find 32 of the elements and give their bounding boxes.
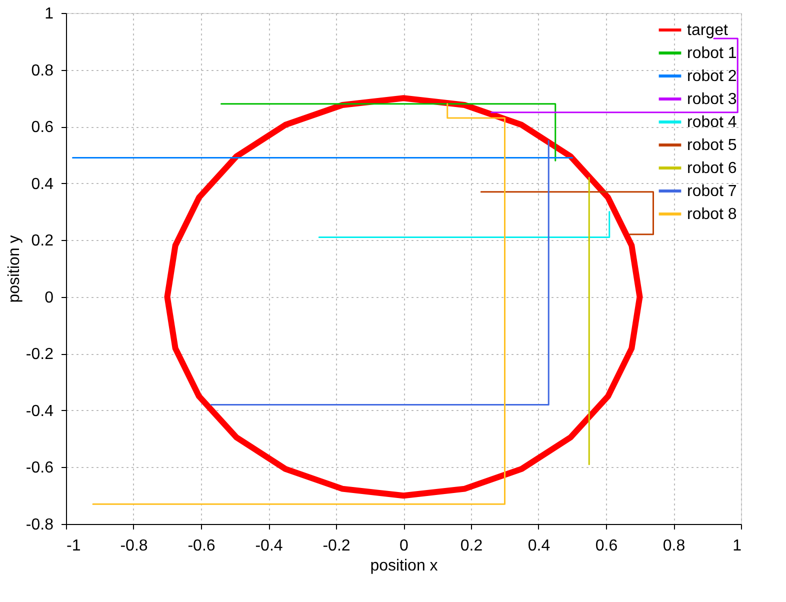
x-tick-label: 0.6 bbox=[595, 538, 618, 554]
legend-label: robot 7 bbox=[687, 183, 737, 200]
y-tick-label: 0.6 bbox=[31, 119, 54, 136]
y-tick-label: 0 bbox=[44, 289, 54, 306]
y-tick-label: 0.2 bbox=[31, 232, 54, 250]
y-tick-label: 0.4 bbox=[31, 176, 54, 193]
legend-label: robot 8 bbox=[687, 206, 737, 223]
legend-label: target bbox=[687, 22, 728, 39]
legend-label: robot 4 bbox=[687, 114, 737, 131]
x-tick-label: 0.2 bbox=[460, 538, 483, 554]
x-tick-label: -1 bbox=[66, 538, 81, 554]
y-tick-label: -0.4 bbox=[26, 402, 54, 420]
x-tick-label: -0.6 bbox=[188, 538, 216, 554]
legend-label: robot 1 bbox=[687, 45, 737, 62]
x-tick-label: 0 bbox=[400, 538, 409, 554]
x-tick-label: -0.2 bbox=[322, 538, 350, 554]
x-tick-label: 1 bbox=[732, 538, 742, 554]
y-tick-label: -0.2 bbox=[26, 346, 54, 364]
x-tick-label: -0.8 bbox=[120, 538, 148, 554]
legend-label: robot 3 bbox=[687, 91, 737, 108]
y-tick-label: 1 bbox=[44, 6, 54, 22]
y-tick-label: -0.6 bbox=[26, 460, 54, 477]
legend-label: robot 5 bbox=[687, 137, 737, 154]
legend-label: robot 2 bbox=[687, 68, 737, 85]
y-axis-title: position y bbox=[6, 235, 23, 303]
y-tick-label: 0.8 bbox=[31, 62, 54, 80]
x-tick-label: -0.4 bbox=[255, 538, 283, 554]
x-axis-title: position x bbox=[370, 558, 438, 574]
y-tick-label: -0.8 bbox=[26, 516, 54, 534]
x-tick-label: 0.4 bbox=[528, 538, 550, 554]
x-tick-label: 0.8 bbox=[662, 538, 686, 554]
legend-label: robot 6 bbox=[687, 160, 737, 177]
